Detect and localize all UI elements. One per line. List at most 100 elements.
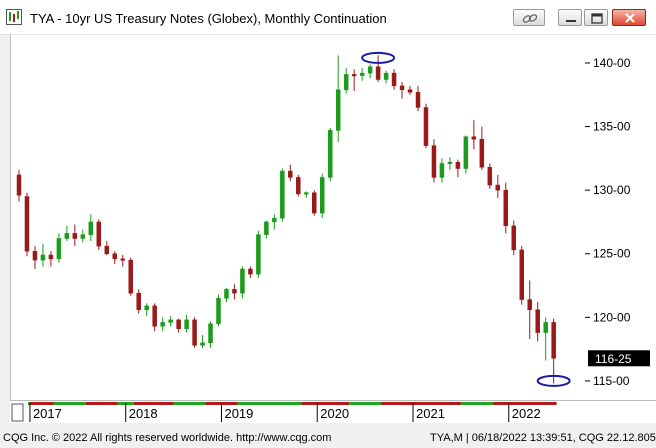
candle-body: [136, 292, 141, 310]
candle-body: [511, 225, 517, 251]
candle-body: [335, 89, 341, 131]
time-bar-segment: [133, 402, 174, 405]
candle-body: [232, 289, 237, 294]
plot-area[interactable]: [10, 35, 587, 400]
candle-body: [128, 259, 133, 294]
price-axis: 115-00 120-00 125-00 130-00 135-00 140-00 116-…: [585, 35, 656, 400]
candle-body: [343, 74, 349, 90]
time-bar-segment: [85, 402, 118, 405]
candle-body: [319, 177, 325, 214]
candle-body: [16, 174, 22, 196]
candle-body: [527, 299, 532, 310]
candle-body: [104, 245, 110, 254]
candle-body: [543, 322, 548, 333]
window-title: TYA - 10yr US Treasury Notes (Globex), M…: [30, 11, 387, 26]
candle-body: [176, 319, 181, 330]
candle-body: [64, 233, 70, 239]
candle-body: [184, 319, 189, 330]
chart-app-icon: [6, 9, 22, 25]
candle-body: [152, 305, 157, 327]
y-tick-label: 125-00: [593, 247, 631, 261]
candle-body: [463, 136, 469, 169]
candle-body: [304, 192, 309, 195]
candle-body: [240, 268, 245, 294]
status-footer: CQG Inc. © 2022 All rights reserved worl…: [0, 428, 656, 448]
candle-body: [327, 130, 333, 178]
time-bar-segment: [53, 402, 86, 405]
link-icon: [522, 14, 538, 23]
candle-body: [288, 170, 293, 178]
time-bar-segment: [29, 402, 54, 405]
candle-body: [96, 221, 102, 247]
x-tick-label: 2017: [33, 406, 62, 421]
candle-body: [391, 72, 397, 87]
candle-body: [120, 258, 125, 261]
minimize-icon: [566, 20, 576, 22]
candle-body: [503, 189, 509, 227]
maximize-icon: [591, 13, 603, 24]
candle-body: [32, 250, 38, 261]
time-bar-segment: [381, 402, 461, 405]
scroll-handle: [11, 403, 24, 422]
time-axis: 2017 2018 2019 2020 2021 2022: [10, 400, 656, 423]
y-tick-label: 140-00: [593, 56, 631, 70]
annotation-circle: [536, 374, 571, 387]
candle-body: [200, 342, 205, 346]
time-bar-segment: [237, 402, 302, 405]
candle-body: [280, 170, 285, 219]
time-bar-segment: [28, 402, 30, 405]
x-tick-label: 2022: [512, 406, 541, 421]
candle-body: [455, 161, 461, 169]
x-tick-label: 2020: [320, 406, 349, 421]
candle-body: [264, 221, 269, 235]
title-bar[interactable]: TYA - 10yr US Treasury Notes (Globex), M…: [0, 0, 656, 35]
candle-body: [535, 309, 540, 333]
time-bar-segment: [460, 402, 493, 405]
y-tick-label: 135-00: [593, 120, 631, 134]
candle-body: [415, 91, 421, 108]
candle-body: [40, 254, 46, 261]
price-tag: [588, 350, 650, 367]
x-tick-label: 2021: [416, 406, 445, 421]
candle-body: [551, 322, 556, 359]
link-button[interactable]: [513, 9, 545, 26]
candle-body: [359, 72, 365, 76]
candle-body: [112, 253, 118, 260]
candle-body: [423, 107, 429, 146]
maximize-button[interactable]: [584, 9, 608, 26]
candle-body: [399, 85, 405, 90]
candle-body: [56, 238, 62, 260]
candle-body: [495, 184, 501, 191]
x-tick-label: 2018: [129, 406, 158, 421]
candle-body: [447, 161, 453, 164]
candle-body: [216, 298, 221, 324]
candle-body: [192, 319, 197, 346]
time-bar-segment: [349, 402, 382, 405]
time-bar-segment: [492, 402, 557, 405]
candle-body: [407, 89, 413, 93]
candle-body: [487, 167, 493, 186]
close-button[interactable]: [612, 9, 646, 26]
candle-body: [72, 233, 78, 239]
time-bar-segment: [301, 402, 350, 405]
time-bar-segment: [173, 402, 206, 405]
x-tick-label: 2019: [224, 406, 253, 421]
candle-body: [88, 221, 94, 235]
time-axis-labels: 2017 2018 2019 2020 2021 2022: [11, 402, 557, 422]
candle-body: [375, 66, 381, 80]
candle-body: [80, 234, 86, 239]
candle-body: [519, 249, 524, 300]
status-text: TYA,M | 06/18/2022 13:39:51, CQG 22.12.8…: [430, 432, 656, 444]
candle-body: [272, 217, 277, 223]
candle-body: [168, 319, 173, 323]
candle-body: [248, 268, 253, 275]
candle-body: [144, 305, 149, 310]
candle-body: [471, 136, 477, 140]
candle-body: [224, 289, 229, 299]
candle-body: [439, 163, 445, 178]
candlestick-chart: [16, 51, 571, 387]
minimize-button[interactable]: [558, 9, 582, 26]
annotation-circle: [361, 51, 396, 64]
candle-body: [24, 196, 30, 252]
